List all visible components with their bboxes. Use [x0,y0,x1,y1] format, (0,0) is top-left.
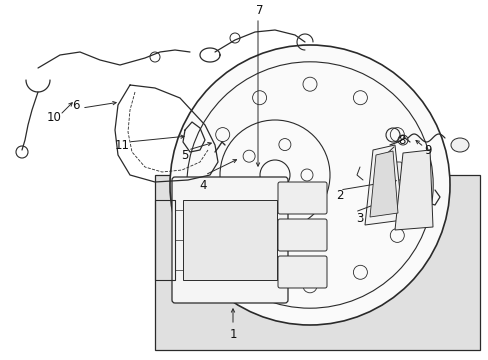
Text: 4: 4 [199,179,206,192]
FancyBboxPatch shape [278,219,326,251]
Text: 6: 6 [72,99,80,112]
Polygon shape [394,150,432,230]
Circle shape [215,129,290,205]
FancyBboxPatch shape [377,162,401,180]
FancyBboxPatch shape [278,256,326,288]
Ellipse shape [450,138,468,152]
FancyBboxPatch shape [402,162,426,180]
Polygon shape [369,151,397,217]
FancyBboxPatch shape [278,182,326,214]
Circle shape [406,182,422,198]
Circle shape [170,45,449,325]
Text: 5: 5 [181,149,188,162]
Text: 2: 2 [336,189,343,202]
Text: 11: 11 [114,139,129,152]
Text: 9: 9 [424,144,431,157]
Text: 8: 8 [398,134,405,147]
Ellipse shape [418,137,440,153]
Bar [155,175,479,350]
Text: 3: 3 [356,212,363,225]
Text: 7: 7 [256,4,263,17]
Text: 1: 1 [229,328,236,342]
Text: 10: 10 [46,111,61,123]
FancyBboxPatch shape [172,177,287,303]
Bar [183,200,276,280]
Circle shape [203,117,303,217]
Polygon shape [364,145,402,225]
